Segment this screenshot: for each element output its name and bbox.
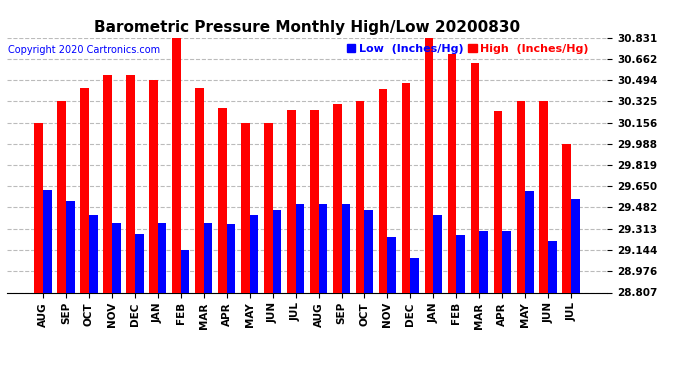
Bar <box>356 101 364 375</box>
Bar <box>549 241 557 375</box>
Bar <box>287 110 295 375</box>
Bar <box>126 75 135 375</box>
Bar <box>517 101 525 375</box>
Bar <box>342 204 351 375</box>
Bar <box>310 110 319 375</box>
Bar <box>149 80 158 375</box>
Bar <box>43 190 52 375</box>
Bar <box>402 83 411 375</box>
Bar <box>448 54 456 375</box>
Bar <box>112 223 121 375</box>
Bar <box>411 258 419 375</box>
Bar <box>226 224 235 375</box>
Bar <box>502 231 511 375</box>
Bar <box>540 101 549 375</box>
Bar <box>80 88 89 375</box>
Bar <box>264 123 273 375</box>
Bar <box>333 104 342 375</box>
Bar <box>273 210 282 375</box>
Bar <box>204 223 213 375</box>
Bar <box>571 199 580 375</box>
Bar <box>195 88 204 375</box>
Bar <box>89 215 97 375</box>
Bar <box>562 144 571 375</box>
Bar <box>295 204 304 375</box>
Text: Copyright 2020 Cartronics.com: Copyright 2020 Cartronics.com <box>8 45 159 55</box>
Bar <box>379 89 388 375</box>
Bar <box>34 123 43 375</box>
Bar <box>424 38 433 375</box>
Bar <box>433 215 442 375</box>
Bar <box>172 38 181 375</box>
Title: Barometric Pressure Monthly High/Low 20200830: Barometric Pressure Monthly High/Low 202… <box>94 20 520 35</box>
Bar <box>493 111 502 375</box>
Bar <box>319 204 327 375</box>
Bar <box>250 215 258 375</box>
Bar <box>66 201 75 375</box>
Bar <box>57 101 66 375</box>
Bar <box>135 234 144 375</box>
Bar <box>525 191 534 375</box>
Bar <box>388 237 396 375</box>
Legend: Low  (Inches/Hg), High  (Inches/Hg): Low (Inches/Hg), High (Inches/Hg) <box>346 43 590 55</box>
Bar <box>181 250 190 375</box>
Bar <box>218 108 226 375</box>
Bar <box>456 235 465 375</box>
Bar <box>241 123 250 375</box>
Bar <box>480 231 488 375</box>
Bar <box>364 210 373 375</box>
Bar <box>158 223 166 375</box>
Bar <box>103 75 112 375</box>
Bar <box>471 63 480 375</box>
